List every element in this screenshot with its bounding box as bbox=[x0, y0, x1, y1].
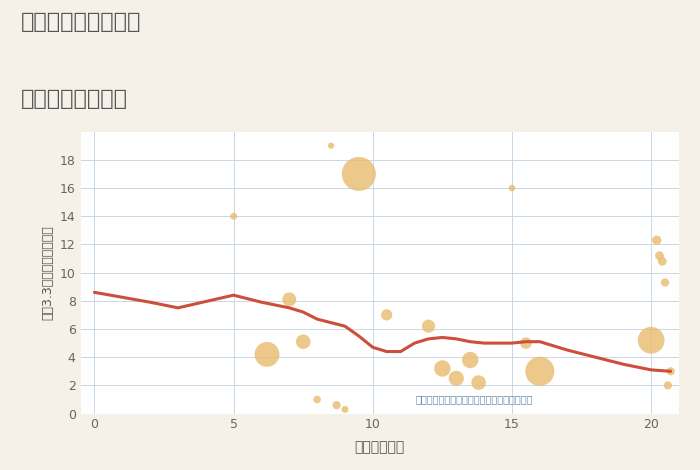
Text: 駅距離別土地価格: 駅距離別土地価格 bbox=[21, 89, 128, 110]
Point bbox=[534, 368, 545, 375]
Point bbox=[665, 368, 676, 375]
Point bbox=[651, 236, 662, 244]
Point bbox=[261, 351, 272, 358]
Point bbox=[437, 365, 448, 372]
Point bbox=[354, 170, 365, 178]
Y-axis label: 坪（3.3㎡）単価（万円）: 坪（3.3㎡）単価（万円） bbox=[41, 225, 54, 320]
Point bbox=[659, 279, 671, 286]
Point bbox=[506, 184, 517, 192]
Point bbox=[662, 382, 673, 389]
Point bbox=[284, 296, 295, 303]
Point bbox=[423, 322, 434, 330]
Point bbox=[520, 339, 531, 347]
Point bbox=[298, 338, 309, 345]
Point bbox=[654, 252, 665, 259]
Point bbox=[451, 375, 462, 382]
Point bbox=[473, 379, 484, 386]
Point bbox=[326, 142, 337, 149]
Point bbox=[228, 212, 239, 220]
Point bbox=[381, 311, 392, 319]
Point bbox=[465, 356, 476, 364]
Point bbox=[331, 401, 342, 409]
Point bbox=[312, 396, 323, 403]
Point bbox=[645, 337, 657, 344]
Point bbox=[340, 406, 351, 413]
Text: 円の大きさは、取引のあった物件面積を示す: 円の大きさは、取引のあった物件面積を示す bbox=[416, 394, 533, 404]
Point bbox=[657, 258, 668, 265]
X-axis label: 駅距離（分）: 駅距離（分） bbox=[355, 440, 405, 454]
Text: 三重県伊賀市川西の: 三重県伊賀市川西の bbox=[21, 12, 141, 32]
